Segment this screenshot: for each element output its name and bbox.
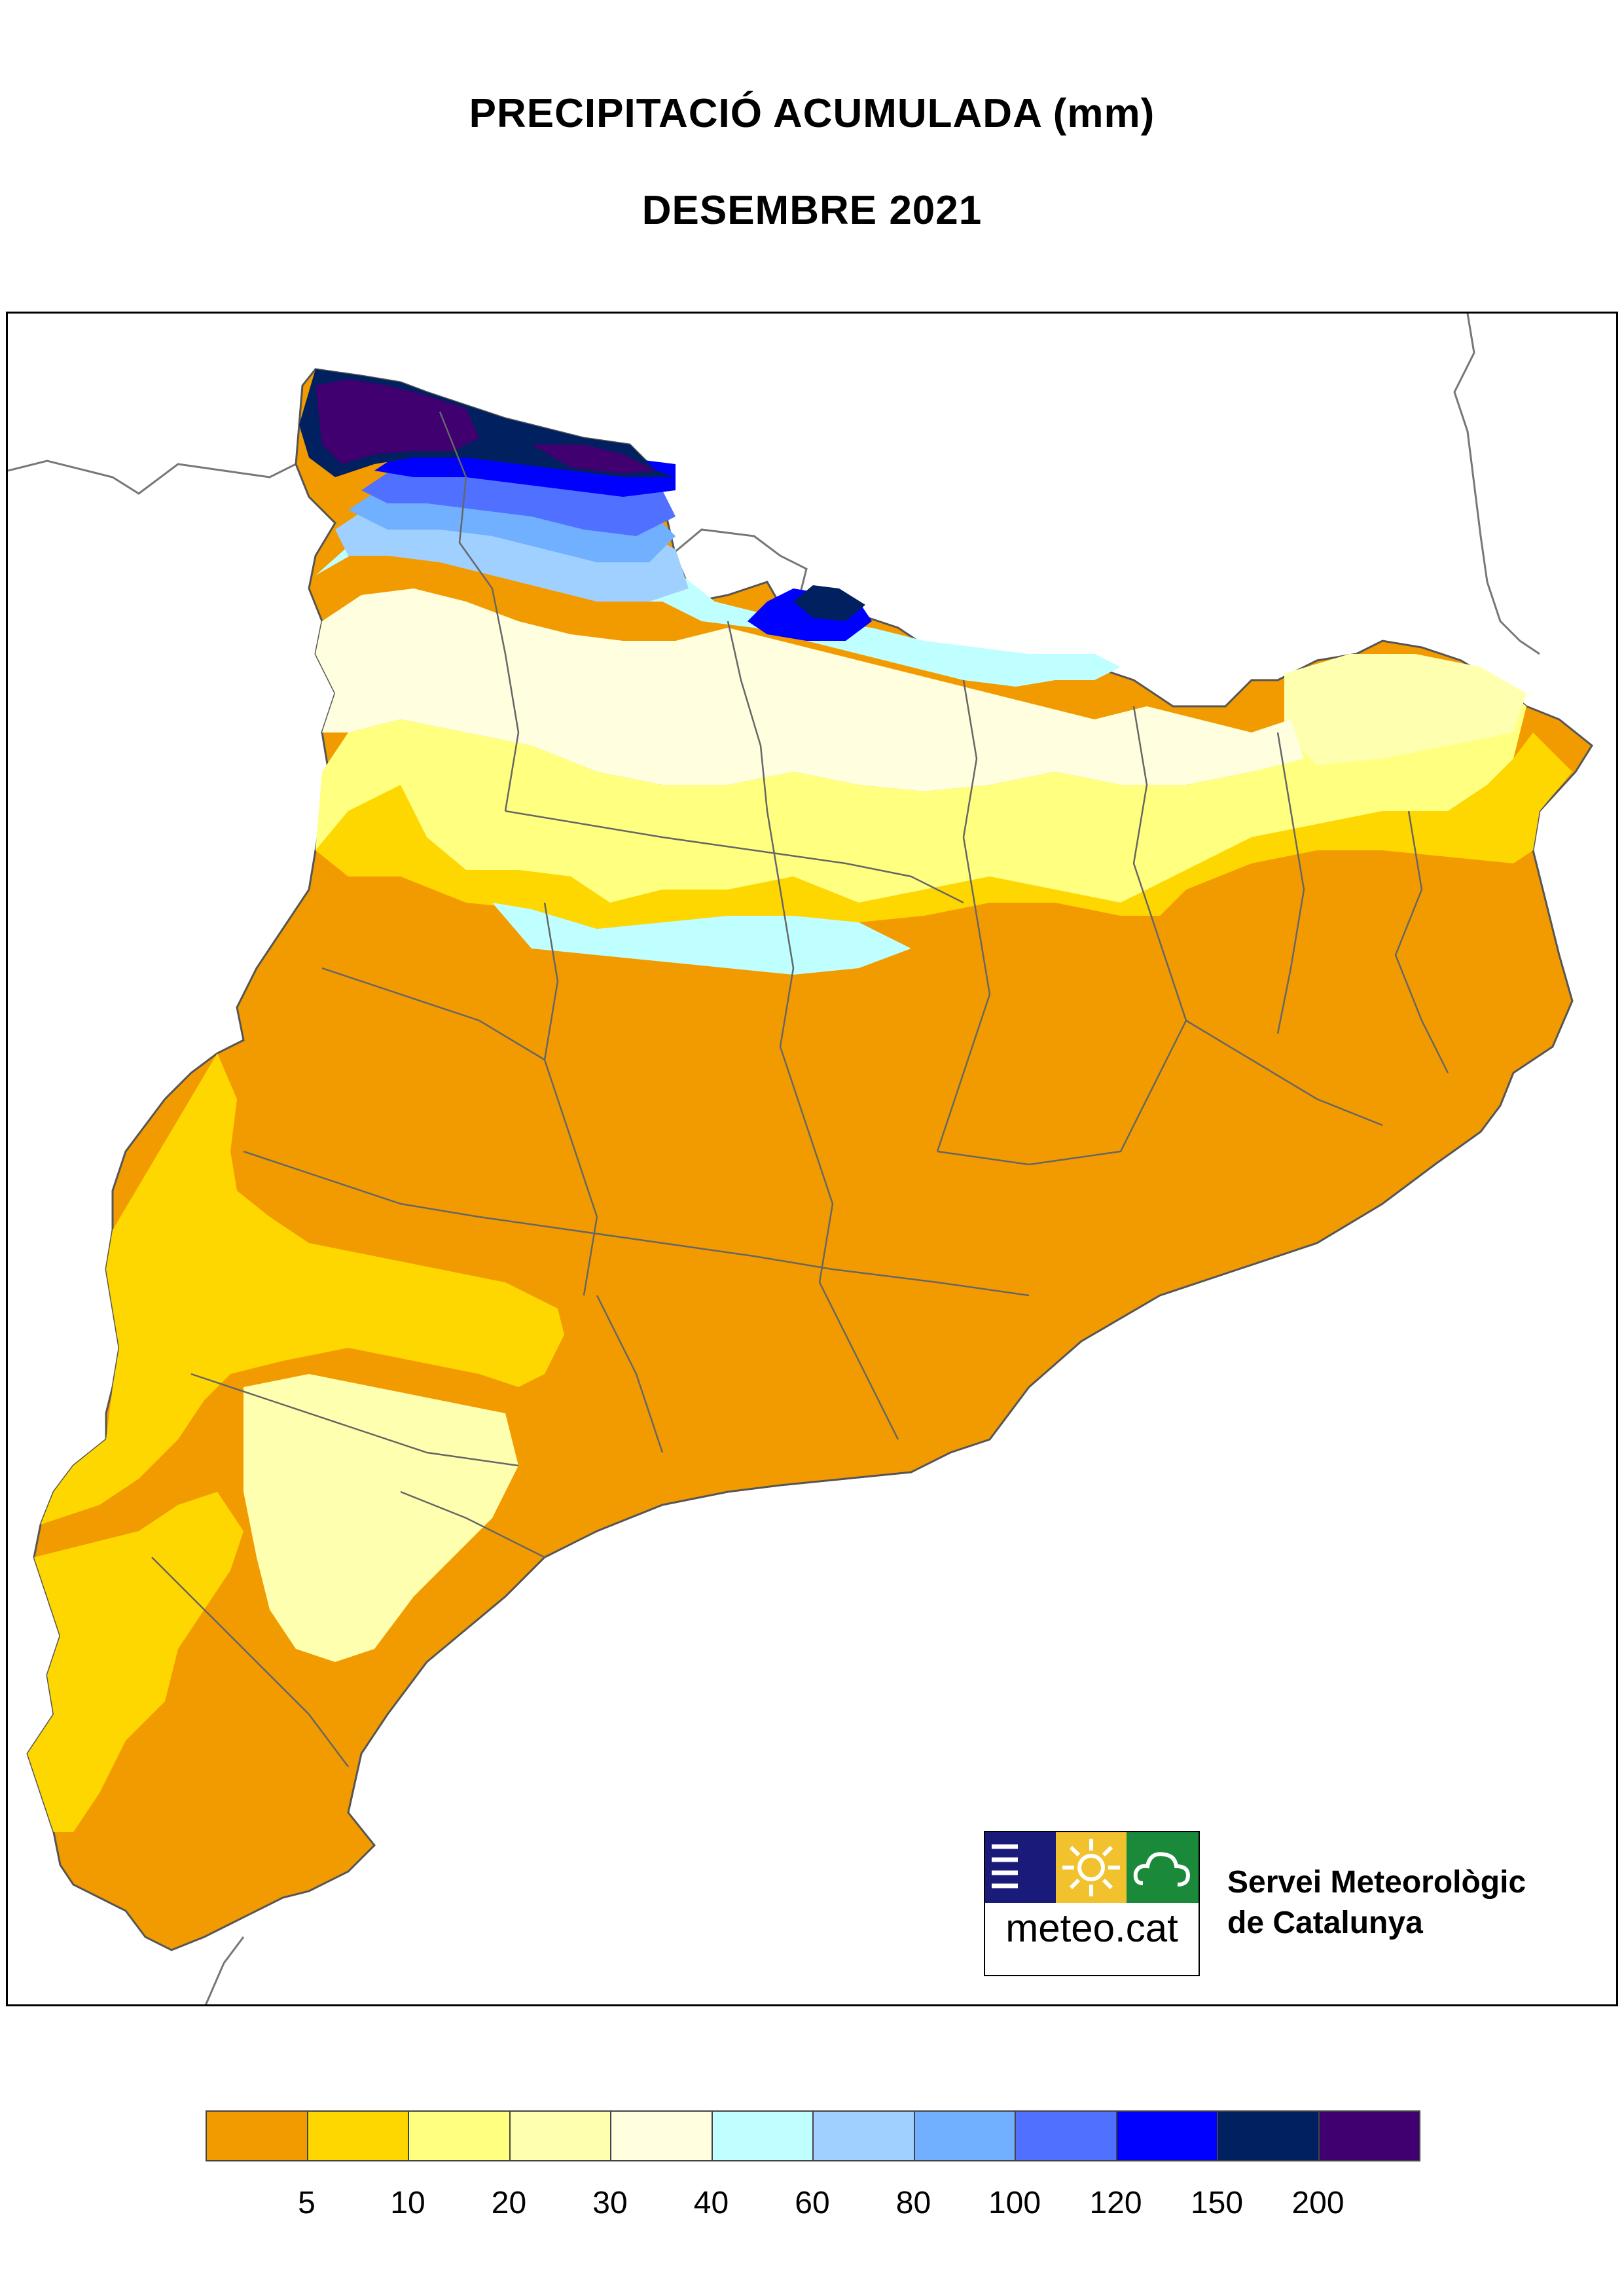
waves-bg — [985, 1832, 1056, 1903]
map-title: PRECIPITACIÓ ACUMULADA (mm) — [469, 91, 1155, 136]
legend-swatch — [711, 2110, 814, 2161]
region-20-30 — [1284, 654, 1526, 765]
waves-icon — [985, 1832, 1056, 1903]
border-line — [1453, 314, 1540, 655]
region-5-10 — [41, 1053, 564, 1525]
legend-swatch — [206, 2110, 308, 2161]
legend-tick-label: 5 — [298, 2186, 316, 2220]
legend-swatch — [610, 2110, 713, 2161]
meteocat-logo: meteo.cat — [984, 1831, 1200, 1976]
region-150-200 — [793, 585, 865, 621]
region-200-plus — [316, 379, 479, 464]
region-200-plus — [532, 444, 656, 474]
comarca-boundaries — [151, 411, 1449, 1767]
legend-tick-label: 40 — [693, 2186, 729, 2220]
legend-tick-label: 60 — [795, 2186, 830, 2220]
region-20-30 — [244, 1374, 518, 1662]
precipitation-map — [6, 312, 1618, 2006]
legend-swatch — [306, 2110, 409, 2161]
legend-swatch — [509, 2110, 611, 2161]
legend-tick-label: 200 — [1291, 2186, 1344, 2220]
sun-icon — [1056, 1832, 1127, 1903]
legend-swatch — [1015, 2110, 1117, 2161]
legend-tick-label: 150 — [1190, 2186, 1244, 2220]
map-subtitle: DESEMBRE 2021 — [641, 188, 983, 233]
logo-wordmark: meteo.cat — [1005, 1906, 1178, 1950]
legend-tick-label: 10 — [390, 2186, 425, 2220]
legend-swatch — [812, 2110, 915, 2161]
border-line — [204, 1936, 245, 2004]
legend-tick-label: 100 — [988, 2186, 1041, 2220]
legend-swatch — [913, 2110, 1016, 2161]
legend-swatch — [1217, 2110, 1320, 2161]
border-line — [8, 460, 297, 495]
region-30-40 — [316, 588, 1304, 791]
region-5-10 — [316, 732, 1572, 929]
region-40-60 — [492, 903, 911, 975]
organization-name-line2: de Catalunya — [1227, 1906, 1423, 1940]
legend-tick-label: 30 — [592, 2186, 628, 2220]
region-5-10 — [27, 1492, 244, 1832]
legend-tick-label: 80 — [895, 2186, 931, 2220]
legend-swatch — [1115, 2110, 1218, 2161]
region-10-20 — [316, 680, 1526, 903]
legend-tick-label: 120 — [1089, 2186, 1142, 2220]
legend-swatch — [408, 2110, 511, 2161]
cloud-icon — [1127, 1832, 1199, 1903]
organization-name-line1: Servei Meteorològic — [1227, 1865, 1526, 1900]
legend-swatch — [1318, 2110, 1420, 2161]
legend-tick-label: 20 — [491, 2186, 527, 2220]
